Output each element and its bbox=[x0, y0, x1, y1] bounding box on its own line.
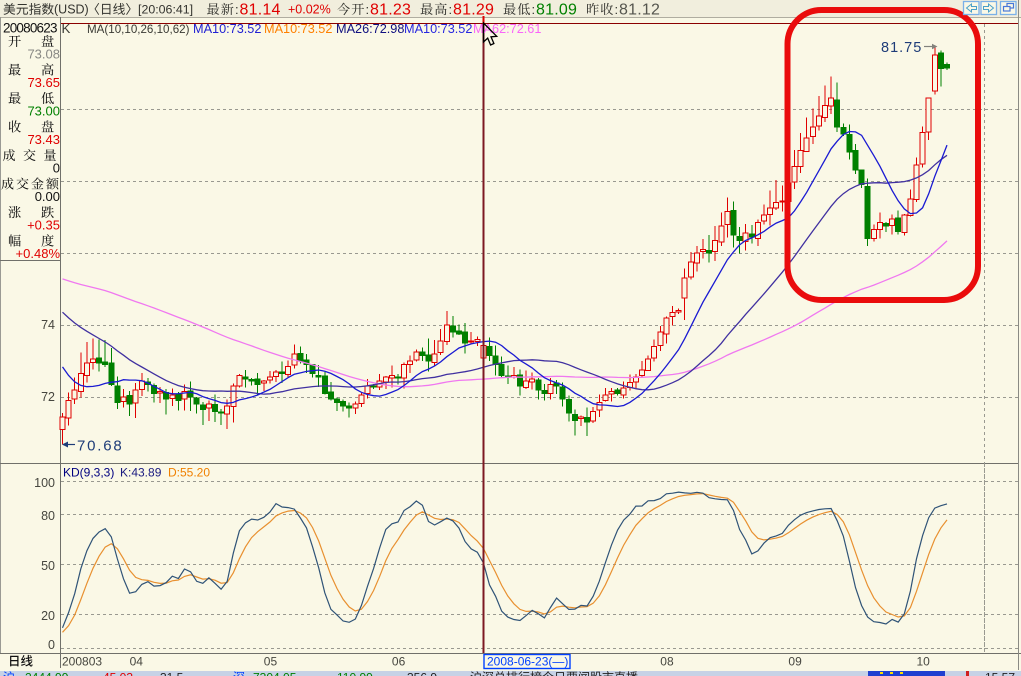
svg-text:81.09: 81.09 bbox=[536, 2, 577, 19]
svg-text:74: 74 bbox=[41, 318, 55, 332]
svg-text::: : bbox=[449, 2, 453, 17]
svg-text:81.29: 81.29 bbox=[453, 2, 494, 19]
svg-text:MA(10,10,26,10,62): MA(10,10,26,10,62) bbox=[87, 23, 190, 36]
svg-text:73.65: 73.65 bbox=[27, 75, 60, 90]
svg-text:(USD): (USD) bbox=[54, 3, 89, 17]
svg-text:20080623: 20080623 bbox=[3, 21, 57, 36]
svg-text:08: 08 bbox=[660, 655, 674, 669]
svg-text:0.00: 0.00 bbox=[35, 189, 60, 204]
svg-text:04: 04 bbox=[130, 655, 144, 669]
svg-text:D:55.20: D:55.20 bbox=[168, 466, 210, 480]
svg-text:70.68: 70.68 bbox=[77, 438, 124, 455]
svg-text:05: 05 bbox=[264, 655, 278, 669]
svg-text:45.03: 45.03 bbox=[103, 671, 133, 676]
svg-text:31.5: 31.5 bbox=[160, 671, 184, 676]
svg-text:MA62:72.61: MA62:72.61 bbox=[473, 22, 541, 36]
svg-text:100: 100 bbox=[34, 476, 55, 490]
svg-text:7304.05: 7304.05 bbox=[253, 671, 297, 676]
svg-text:MA26:72.98: MA26:72.98 bbox=[336, 22, 404, 36]
svg-text:80: 80 bbox=[41, 509, 55, 523]
svg-text:+0.35: +0.35 bbox=[27, 218, 60, 233]
svg-text:110.99: 110.99 bbox=[337, 671, 373, 676]
svg-text::: : bbox=[366, 2, 370, 17]
svg-text:81.14: 81.14 bbox=[240, 2, 281, 19]
svg-text:81.75: 81.75 bbox=[881, 40, 922, 56]
svg-text:2444.99: 2444.99 bbox=[25, 671, 69, 676]
svg-text:81.12: 81.12 bbox=[619, 2, 660, 19]
svg-text:MA10:73.52: MA10:73.52 bbox=[404, 22, 472, 36]
svg-text:+0.48%: +0.48% bbox=[16, 246, 61, 261]
svg-text:[20:06:41]: [20:06:41] bbox=[138, 3, 193, 17]
svg-text:73.00: 73.00 bbox=[27, 104, 60, 119]
svg-text:73.43: 73.43 bbox=[27, 132, 60, 147]
svg-text:0: 0 bbox=[48, 638, 55, 652]
svg-text:+0.02%: +0.02% bbox=[288, 3, 331, 17]
svg-text:356.9: 356.9 bbox=[407, 671, 437, 676]
svg-text:K:43.89: K:43.89 bbox=[120, 466, 162, 480]
svg-text::: : bbox=[615, 2, 619, 17]
svg-text:深: 深 bbox=[233, 671, 245, 676]
svg-text:200803: 200803 bbox=[62, 655, 102, 669]
svg-text:沪: 沪 bbox=[3, 671, 15, 676]
svg-text:沪深总排行榜今日要闻股市直播: 沪深总排行榜今日要闻股市直播 bbox=[470, 670, 638, 676]
svg-text:KD(9,3,3): KD(9,3,3) bbox=[63, 466, 114, 480]
svg-text:81.23: 81.23 bbox=[370, 2, 411, 19]
svg-text:MA10:73.52: MA10:73.52 bbox=[193, 22, 261, 36]
svg-text:2008-06-23(—): 2008-06-23(—) bbox=[487, 655, 568, 669]
svg-text:K: K bbox=[62, 21, 71, 36]
svg-text:0: 0 bbox=[53, 161, 60, 176]
svg-text:10: 10 bbox=[917, 655, 931, 669]
svg-text:20: 20 bbox=[41, 609, 55, 623]
svg-text:MA10:73.52: MA10:73.52 bbox=[264, 22, 332, 36]
svg-text:09: 09 bbox=[788, 655, 802, 669]
svg-text:15.57: 15.57 bbox=[985, 671, 1015, 676]
svg-text:73.08: 73.08 bbox=[27, 47, 60, 62]
svg-text::: : bbox=[532, 2, 536, 17]
svg-text:06: 06 bbox=[392, 655, 406, 669]
svg-text:72: 72 bbox=[41, 390, 55, 404]
svg-text::: : bbox=[235, 2, 239, 17]
svg-text:50: 50 bbox=[41, 559, 55, 573]
